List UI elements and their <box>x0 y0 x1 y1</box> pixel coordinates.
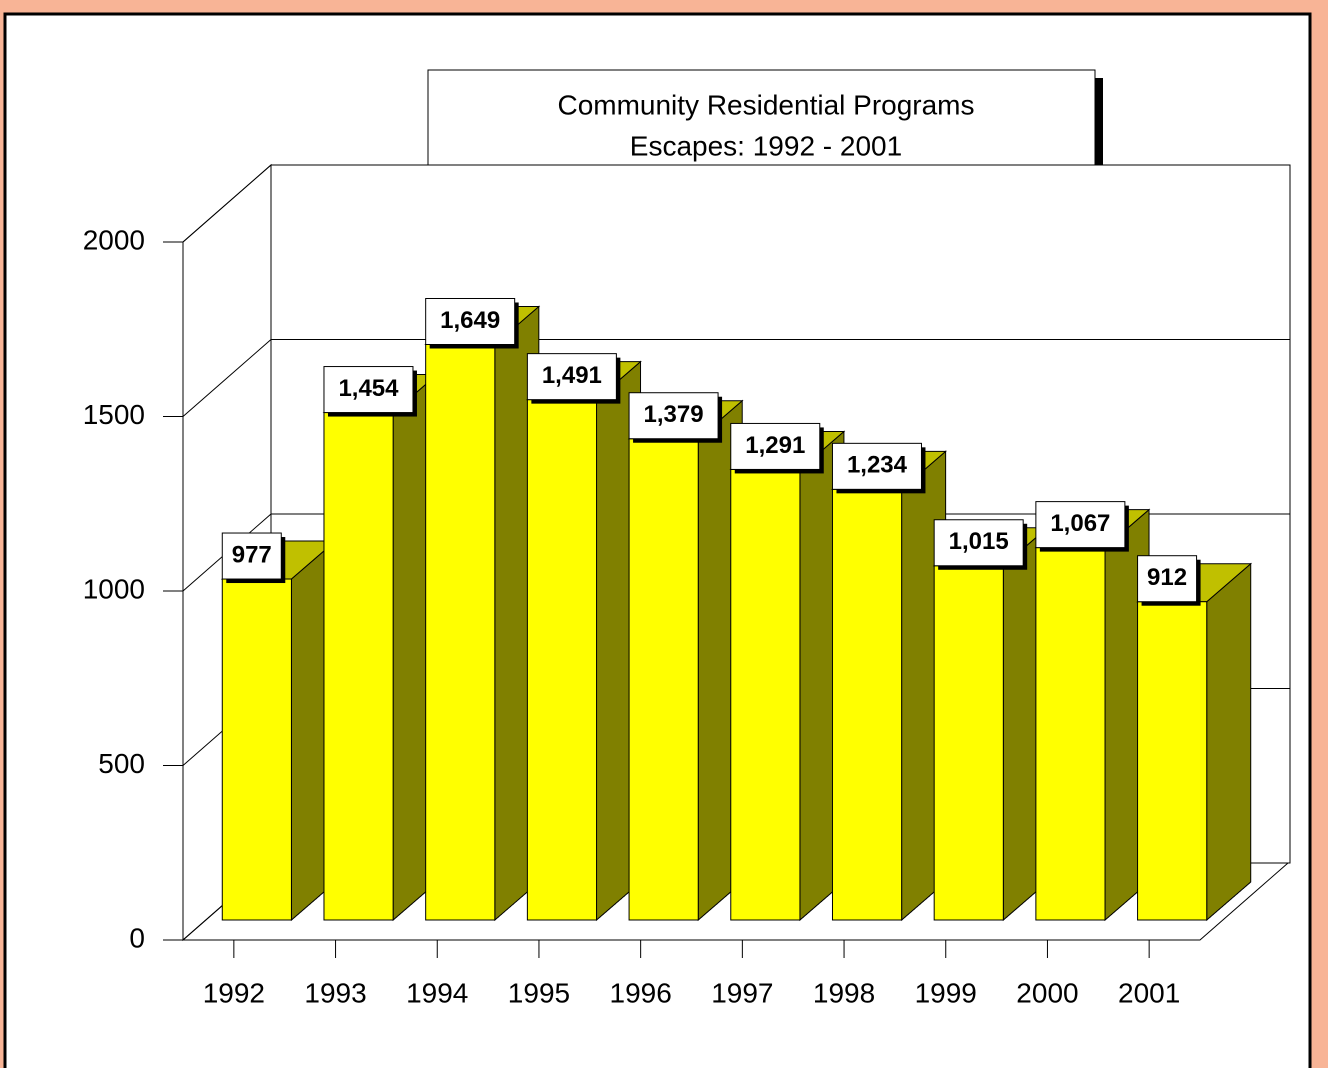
bar <box>220 539 337 922</box>
value-label: 1,234 <box>847 452 908 479</box>
value-label-box <box>323 366 414 414</box>
bar-front <box>1035 547 1106 921</box>
x-tick-label: 1994 <box>406 977 468 1008</box>
x-tick-label: 1996 <box>610 977 672 1008</box>
bar-front <box>730 468 801 921</box>
bar-side <box>1206 562 1252 922</box>
grid-line <box>182 164 1290 243</box>
value-label-box <box>730 422 821 470</box>
x-tick-label: 1997 <box>711 977 773 1008</box>
value-label-box <box>425 297 516 345</box>
value-label: 1,379 <box>644 401 704 428</box>
bar <box>424 305 541 922</box>
chart-title: Community Residential Programs <box>557 89 974 120</box>
value-label: 912 <box>1147 564 1187 591</box>
value-label: 1,015 <box>949 528 1009 555</box>
grid-line <box>182 513 1290 592</box>
bar-front <box>221 578 292 921</box>
title-box: Community Residential Programs Escapes: … <box>427 69 1103 191</box>
bar <box>932 526 1049 922</box>
chart-subtitle: Escapes: 1992 - 2001 <box>630 130 902 161</box>
x-tick-label: 1993 <box>304 977 366 1008</box>
value-label-box <box>1035 501 1126 549</box>
grid-line <box>182 339 1290 417</box>
value-label-box <box>933 519 1024 567</box>
bar <box>526 360 642 922</box>
x-tick-label: 2001 <box>1118 977 1180 1008</box>
value-label-box <box>1137 555 1198 603</box>
bar-front <box>933 565 1004 921</box>
x-tick-label: 2000 <box>1016 977 1078 1008</box>
value-label: 1,291 <box>745 432 805 459</box>
bar <box>729 430 846 922</box>
value-label: 1,067 <box>1050 510 1110 537</box>
value-label: 1,491 <box>542 362 602 389</box>
x-tick-label: 1992 <box>203 977 265 1008</box>
bar <box>322 373 439 922</box>
bar <box>831 450 947 922</box>
bar <box>1136 562 1253 922</box>
bar <box>1034 508 1151 922</box>
value-label-box <box>526 353 617 401</box>
bar-front <box>831 488 903 921</box>
y-tick-label: 2000 <box>83 224 145 255</box>
value-label-box <box>831 442 922 490</box>
bar-front <box>425 343 496 921</box>
value-label: 1,649 <box>440 307 500 334</box>
bar-front <box>323 412 394 921</box>
value-label-box <box>628 392 719 440</box>
bar <box>627 399 744 922</box>
value-label-box <box>221 532 282 580</box>
bar-front <box>526 399 598 921</box>
x-tick-label: 1998 <box>813 977 875 1008</box>
y-tick-label: 1000 <box>83 573 145 604</box>
value-label: 977 <box>232 541 272 568</box>
y-tick-label: 0 <box>129 922 145 953</box>
y-tick-label: 1500 <box>83 399 145 430</box>
y-tick-label: 500 <box>98 748 145 779</box>
x-tick-label: 1995 <box>508 977 570 1008</box>
value-label: 1,454 <box>338 375 399 402</box>
bar-front <box>628 438 699 921</box>
x-tick-label: 1999 <box>915 977 977 1008</box>
bar-front <box>1137 601 1208 921</box>
